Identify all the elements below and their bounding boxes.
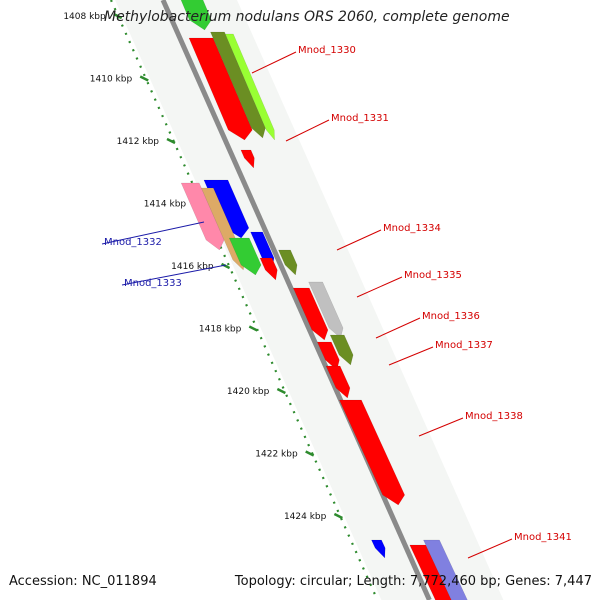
gene-label-mnod-1335[interactable]: Mnod_1335 (404, 270, 462, 281)
gene-arrow-blue-bottom[interactable] (371, 539, 386, 559)
gene-label-leader (121, 264, 227, 286)
gene-arrow-mnod-1334[interactable] (278, 249, 298, 276)
genome-title: Methylobacterium nodulans ORS 2060, comp… (104, 9, 510, 25)
ruler-tick (333, 512, 343, 520)
gene-label-mnod-1334[interactable]: Mnod_1334 (383, 223, 441, 234)
ruler-dotted-line-left (109, 0, 379, 600)
gene-label-leader (251, 51, 297, 74)
ruler-tick-label: 1416 kbp (171, 262, 214, 272)
ruler-tick (166, 137, 176, 145)
gene-arrow-mnod-1330[interactable] (188, 37, 253, 141)
ruler-tick-label: 1408 kbp (63, 12, 106, 22)
ruler-tick (113, 12, 123, 20)
gene-arrow-mnod-1335-grey[interactable] (308, 281, 344, 339)
gene-arrow-mnod-1335[interactable] (292, 287, 329, 341)
gene-label-leader (101, 221, 205, 245)
genome-backbone (160, 0, 432, 600)
gene-label-mnod-1333[interactable]: Mnod_1333 (124, 278, 182, 289)
gene-arrow-mnod-1334a[interactable] (259, 257, 278, 281)
gene-arrow-mnod-1337[interactable] (329, 334, 354, 366)
ruler-tick (276, 387, 286, 395)
ruler-tick (305, 450, 315, 457)
ruler-tick (220, 262, 231, 270)
gene-arrow-top-green[interactable] (177, 0, 212, 31)
gene-label-mnod-1331[interactable]: Mnod_1331 (331, 113, 389, 124)
ruler-tick-label: 1414 kbp (144, 200, 187, 210)
ruler-tick-label: 1422 kbp (255, 450, 298, 460)
gene-arrow-mnod-1331[interactable] (240, 149, 255, 169)
gene-labels: Mnod_1330 Mnod_1331 Mnod_1332 Mnod_1333 Mnod… (101, 45, 572, 559)
gene-arrow-mnod-1337b[interactable] (325, 365, 351, 399)
gene-label-leader (356, 276, 403, 298)
gene-label-leader (336, 229, 382, 251)
gene-arrow-mnod-1330-olive[interactable] (210, 31, 266, 139)
gene-label-mnod-1336[interactable]: Mnod_1336 (422, 311, 480, 322)
gene-label-mnod-1330[interactable]: Mnod_1330 (298, 45, 356, 56)
gene-label-leader (467, 538, 513, 559)
ruler-tick-label: 1420 kbp (227, 387, 270, 397)
ruler-tick-label: 1424 kbp (284, 512, 327, 522)
ruler-tick-label: 1410 kbp (90, 75, 133, 85)
gene-label-leader (375, 317, 421, 339)
gene-label-mnod-1337[interactable]: Mnod_1337 (435, 340, 493, 351)
ruler-tick-label: 1412 kbp (117, 137, 160, 147)
ruler-tick (248, 325, 258, 332)
accession-label: Accession: NC_011894 (9, 574, 157, 589)
gene-label-leader (285, 119, 330, 142)
gene-arrow-mnod-1338[interactable] (339, 399, 405, 506)
gene-arrow-mnod-1341-lavender[interactable] (423, 539, 468, 600)
gene-label-leader (418, 417, 464, 437)
gene-arrow-mnod-1341[interactable] (409, 544, 452, 600)
topology-summary: Topology: circular; Length: 7,772,460 bp… (234, 574, 592, 589)
gene-label-mnod-1332[interactable]: Mnod_1332 (104, 237, 162, 248)
feature-tracks (115, 0, 504, 600)
ruler-tick-label: 1418 kbp (199, 325, 242, 335)
gene-arrow-mnod-1336[interactable] (316, 341, 340, 371)
gene-arrow-mnod-1330-lime[interactable] (224, 33, 275, 141)
gene-label-mnod-1341[interactable]: Mnod_1341 (514, 532, 572, 543)
gene-arrow-pink[interactable] (180, 182, 225, 251)
gene-label-mnod-1338[interactable]: Mnod_1338 (465, 411, 523, 422)
ruler-tick (139, 75, 149, 82)
gene-label-leader (388, 346, 434, 366)
gene-arrow-mnod-1333[interactable] (228, 237, 262, 276)
